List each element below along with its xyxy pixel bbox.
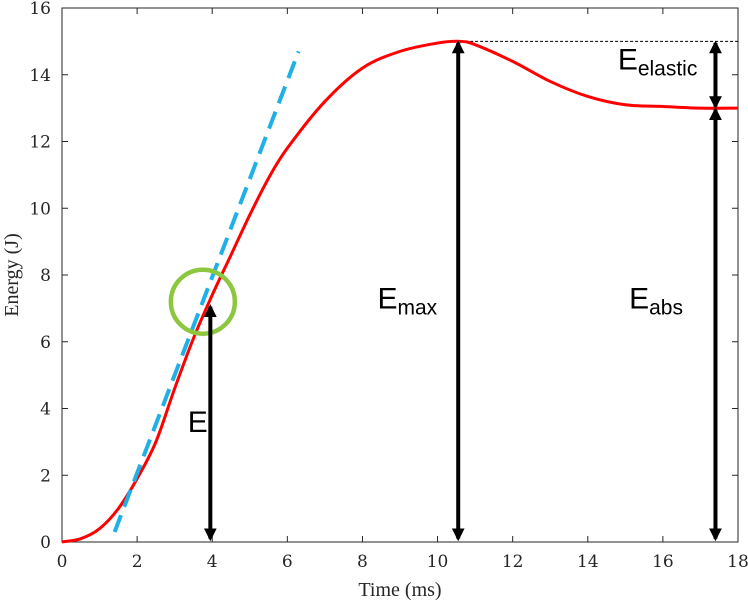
tangent-dashed-line [112, 50, 301, 533]
x-tick-label: 10 [427, 552, 449, 572]
y-tick-label: 10 [29, 199, 51, 219]
x-tick-label: 2 [132, 552, 143, 572]
label-eabs: Eabs [629, 282, 683, 319]
x-axis-label: Time (ms) [358, 579, 441, 601]
annotations: EI Emax Eabs Eelastic [188, 40, 722, 542]
y-tick-label: 12 [29, 133, 51, 153]
y-tick-label: 8 [40, 266, 51, 286]
x-tick-label: 12 [502, 552, 524, 572]
label-emax: Emax [377, 282, 437, 319]
y-tick-label: 4 [40, 400, 51, 420]
x-tick-label: 14 [577, 552, 599, 572]
x-tick-label: 0 [57, 552, 68, 572]
x-tick-label: 8 [357, 552, 368, 572]
highlight-circle [168, 267, 238, 336]
y-tick-label: 6 [40, 333, 51, 353]
x-tick-label: 4 [207, 552, 218, 572]
y-tick-label: 2 [40, 466, 51, 486]
x-tick-label: 6 [282, 552, 293, 572]
axes [61, 7, 739, 543]
label-el: EI [188, 406, 214, 443]
energy-curve-line [61, 39, 739, 544]
plot-frame [61, 7, 739, 543]
y-tick-label: 0 [40, 533, 51, 553]
series [61, 39, 739, 544]
y-tick-label: 14 [29, 66, 51, 86]
ticks: 0 2 4 6 8 10 12 14 16 18 0 2 4 6 8 10 12 14 16 [29, 0, 748, 572]
y-tick-label: 16 [29, 0, 51, 19]
x-tick-label: 16 [652, 552, 674, 572]
y-axis-label: Energy (J) [1, 233, 23, 317]
label-eelastic: Eelastic [618, 44, 698, 81]
x-tick-label: 18 [727, 552, 748, 572]
